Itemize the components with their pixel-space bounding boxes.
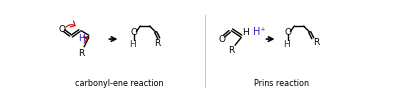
Text: H: H: [283, 40, 290, 49]
FancyArrowPatch shape: [66, 21, 75, 27]
Text: R: R: [228, 46, 234, 55]
Text: R: R: [78, 49, 84, 58]
Text: H: H: [129, 40, 136, 49]
Text: H: H: [78, 34, 85, 43]
Text: carbonyl-ene reaction: carbonyl-ene reaction: [74, 79, 163, 88]
Text: O: O: [131, 28, 138, 37]
Text: H: H: [242, 28, 248, 37]
Text: O: O: [218, 35, 226, 44]
Text: R: R: [313, 38, 319, 47]
Text: R: R: [154, 39, 160, 48]
Text: O: O: [285, 28, 292, 37]
Text: Prins reaction: Prins reaction: [254, 79, 310, 88]
Text: H⁺: H⁺: [252, 27, 265, 37]
FancyArrowPatch shape: [84, 36, 87, 43]
Text: O: O: [58, 25, 65, 34]
